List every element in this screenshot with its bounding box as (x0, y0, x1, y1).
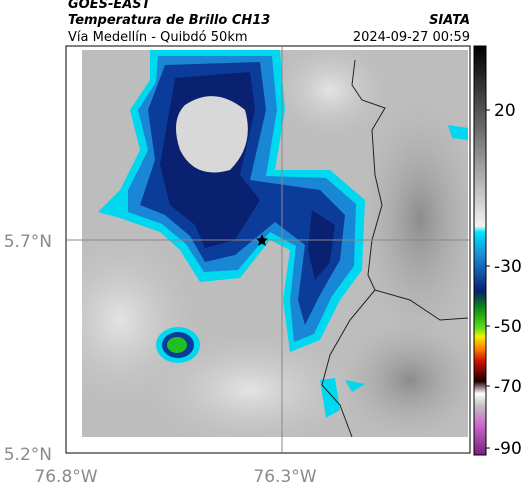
city-marker (256, 234, 268, 246)
map-frame (65, 45, 471, 454)
colorbar-label: -90 (494, 439, 522, 459)
axis-labels: 5.7°N 5.2°N 76.8°W 76.3°W (4, 232, 317, 487)
y-tick-label: 5.2°N (4, 445, 52, 465)
title: GOES-EAST (68, 0, 152, 12)
colorbar: 20 -30 -50 -70 -90 (473, 45, 522, 459)
datetime: 2024-09-27 00:59 (353, 30, 470, 45)
header: GOES-EAST Temperatura de Brillo CH13 Vía… (68, 0, 470, 45)
location: Vía Medellín - Quibdó 50km (68, 30, 248, 45)
colorbar-label: -30 (494, 257, 522, 277)
colorbar-label: 20 (494, 101, 516, 121)
colorbar-scale (473, 45, 487, 456)
subtitle: Temperatura de Brillo CH13 (68, 13, 270, 28)
x-tick-label: 76.8°W (34, 467, 97, 487)
x-tick-label: 76.3°W (253, 467, 316, 487)
y-tick-label: 5.7°N (4, 232, 52, 252)
colorbar-label: -70 (494, 377, 522, 397)
colorbar-label: -50 (494, 317, 522, 337)
source: SIATA (429, 13, 470, 28)
satellite-image (82, 50, 468, 437)
